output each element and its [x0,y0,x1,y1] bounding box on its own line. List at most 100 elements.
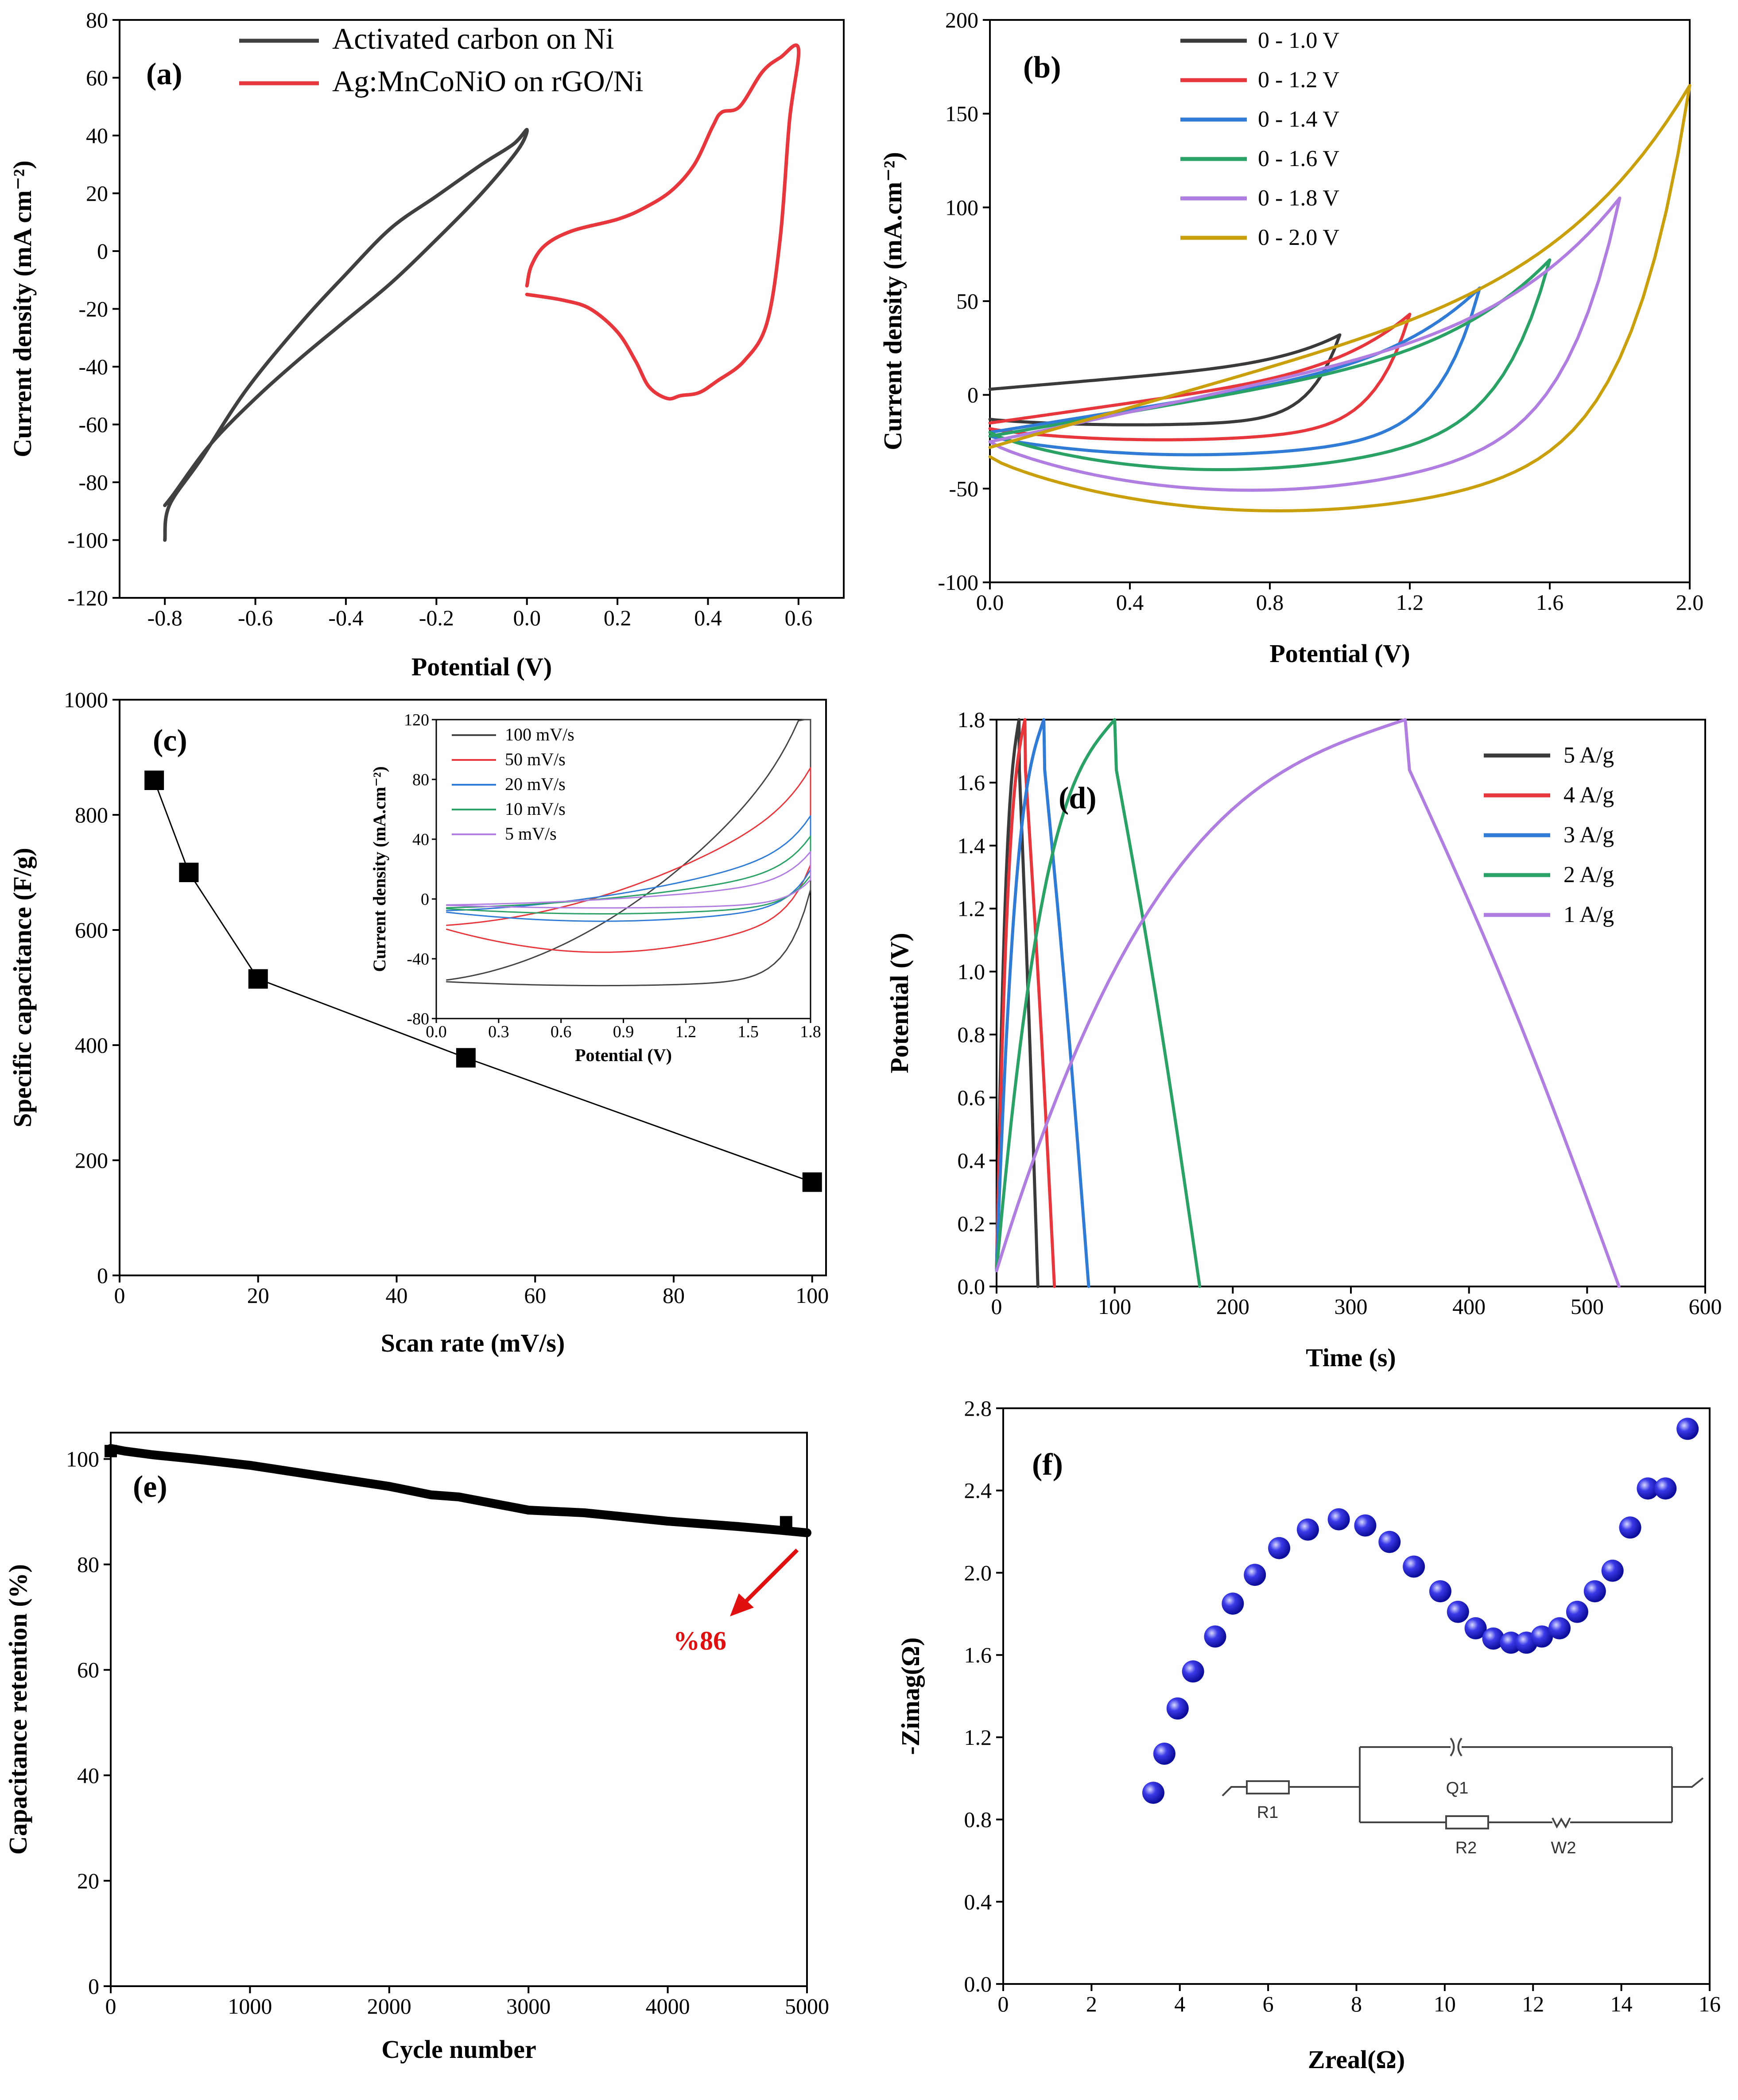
y-tick-label: 120 [404,711,429,729]
y-tick-label: 1.0 [958,959,985,984]
x-tick-label: -0.2 [419,605,454,630]
y-tick-label: 1.2 [958,896,985,921]
x-tick-label: 16 [1699,1992,1721,2016]
cv-curve [988,286,1482,457]
series-activated-carbon [163,128,529,542]
x-tick-label: 10 [1434,1992,1456,2016]
x-tick-label: -0.4 [328,605,363,630]
x-tick-label: 40 [385,1283,407,1308]
x-tick-label: 1.2 [1396,590,1424,615]
x-tick-label: 0 [998,1992,1009,2016]
x-tick-label: 0 [105,1994,116,2019]
y-tick-label: 0.8 [958,1022,985,1047]
x-tick-label: 0.0 [513,605,541,630]
cv-curve [988,84,1691,512]
y-tick-label: 80 [86,8,108,32]
x-axis-label: Time (s) [1306,1343,1396,1372]
y-tick-label: -50 [949,476,978,501]
plot-frame [110,1432,808,1987]
y-axis-label: Current density (mA cm⁻²) [8,160,37,457]
y-tick-label: 2.8 [964,1396,992,1421]
x-tick-label: 20 [247,1283,269,1308]
x-tick-label: 400 [1452,1294,1486,1319]
x-tick-label: 1.6 [1536,590,1564,615]
x-tick-label: 200 [1216,1294,1249,1319]
y-tick-label: 0 [88,1974,99,1999]
y-tick-label: -60 [78,412,108,437]
y-axis-label: Potential (V) [885,933,914,1073]
retention-marker [780,1516,792,1529]
x-tick-label: 1.2 [675,1023,697,1041]
y-axis-label: Current density (mA.cm⁻²) [878,152,907,450]
x-tick-label: 0.0 [976,590,1004,615]
y-tick-label: -40 [407,950,429,969]
cpe-q1 [1450,1737,1463,1757]
y-axis-label: Capacitance retention (%) [4,1564,32,1855]
x-tick-label: 4000 [646,1994,690,2019]
x-axis-label: Cycle number [381,2035,536,2064]
x-tick-label: 0.6 [551,1023,572,1041]
plot-frame [435,719,811,1019]
eis-point [1296,1518,1319,1541]
y-tick-label: -80 [407,1010,429,1028]
capacitance-point [179,863,199,882]
y-tick-label: 1.6 [958,770,985,795]
y-tick-label: 40 [412,830,429,849]
inset-cv-curve [446,767,811,953]
x-tick-label: 4 [1174,1992,1185,2016]
y-tick-label: -100 [938,570,978,595]
x-axis-label: Potential (V) [1269,639,1410,668]
y-axis-label: Specific capacitance (F/g) [8,848,37,1127]
y-tick-label: 80 [412,771,429,789]
x-tick-label: 0.2 [604,605,632,630]
legend-label: 0 - 1.0 V [1258,28,1339,53]
y-tick-label: 2.0 [964,1560,992,1585]
y-tick-label: 800 [75,802,108,827]
x-tick-label: 100 [1098,1294,1131,1319]
x-tick-label: 0 [114,1283,125,1308]
plot-frame [119,699,827,1276]
x-tick-label: 5000 [785,1994,829,2019]
y-tick-label: 0 [97,239,108,263]
x-axis-label: Zreal(Ω) [1308,2045,1405,2074]
x-tick-label: 0.8 [1256,590,1284,615]
legend-label: 0 - 1.6 V [1258,146,1339,171]
y-tick-label: 0.4 [964,1889,992,1914]
eis-point [1566,1600,1588,1623]
y-tick-label: 0.0 [964,1972,992,1996]
y-tick-label: 20 [77,1868,99,1893]
plot-frame [989,19,1691,583]
eis-point [1500,1631,1522,1654]
x-tick-label: 0 [991,1294,1002,1319]
gcd-curve [995,718,1056,1288]
legend-label: 1 A/g [1563,902,1614,927]
x-axis-label: Scan rate (mV/s) [381,1329,565,1357]
y-tick-label: 60 [86,66,108,90]
x-tick-label: 2 [1086,1992,1097,2016]
panel-d: 0 100 200 300 400 500 600 0.0 0.2 0.4 0.6 0.8 1.0 1.2… [885,707,1722,1372]
x-tick-label: 600 [1689,1294,1722,1319]
y-tick-label: 60 [77,1658,99,1682]
y-tick-label: 0 [967,383,978,407]
eis-point [1354,1514,1377,1537]
y-tick-label: 0.6 [958,1085,985,1110]
eis-point [1447,1600,1469,1623]
x-tick-label: 0.3 [488,1023,509,1041]
y-tick-label: 1.4 [958,833,985,858]
eis-point [1327,1508,1350,1530]
x-tick-label: 300 [1335,1294,1368,1319]
y-tick-label: 1.2 [964,1725,992,1750]
panel-a: -0.8 -0.6 -0.4 -0.2 0.0 0.2 0.4 0.6 -120 -100 -80 -… [8,8,845,681]
circuit-wire [1222,1786,1247,1797]
x-tick-label: 1000 [228,1994,272,2019]
y-tick-label: 80 [77,1552,99,1577]
eis-point [1637,1477,1659,1500]
x-tick-label: 8 [1351,1992,1362,2016]
y-tick-label: 0.0 [958,1274,985,1299]
warburg-w2 [1552,1817,1571,1829]
y-tick-label: -40 [78,354,108,379]
y-tick-label: -100 [67,528,108,553]
x-tick-label: 3000 [506,1994,551,2019]
